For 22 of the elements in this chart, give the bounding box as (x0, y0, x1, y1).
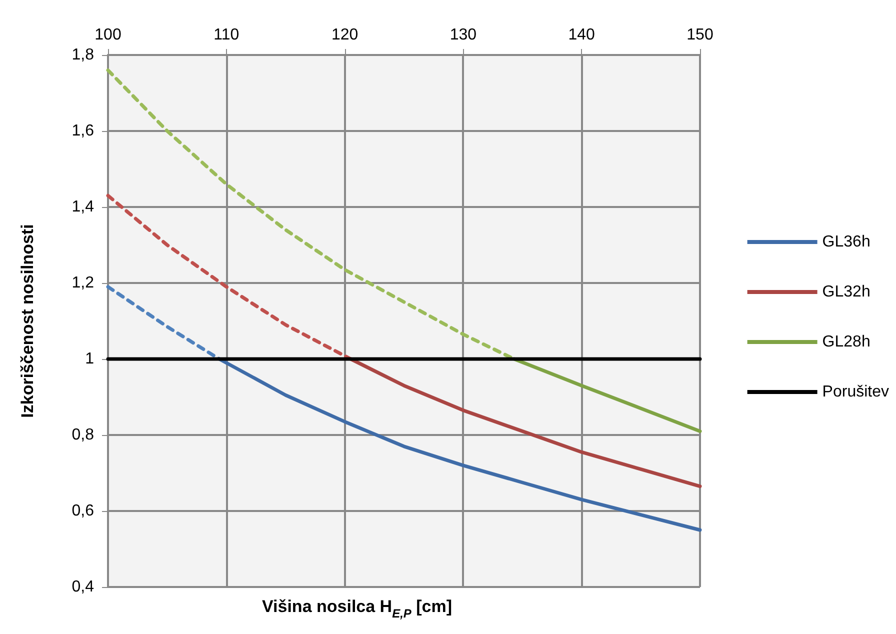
line-series (512, 357, 702, 433)
line-series (218, 357, 702, 532)
x-tick-label: 110 (214, 26, 240, 44)
y-tick-label: 1,8 (72, 46, 94, 64)
y-tick-label: 1 (85, 350, 94, 368)
x-tick-label: 150 (686, 26, 714, 44)
x-tick-label: 120 (331, 26, 358, 44)
y-axis-title: Izkoriščenost nosilnosti (18, 224, 37, 418)
x-tick-label: 100 (94, 26, 122, 44)
y-tick-label: 1,4 (72, 198, 94, 216)
legend-label: GL28h (822, 334, 870, 350)
line-series (348, 357, 702, 488)
legend-label: GL36h (822, 234, 870, 250)
y-tick-label: 0,4 (72, 578, 94, 596)
y-tick-label: 1,2 (72, 274, 94, 292)
x-tick-label: 140 (568, 26, 596, 44)
y-tick-label: 1,6 (72, 122, 94, 140)
y-tick-label: 0,6 (72, 502, 94, 520)
x-tick-label: 130 (450, 26, 477, 44)
legend-label: GL32h (822, 284, 870, 300)
y-tick-label: 0,8 (72, 426, 94, 444)
legend-label: Porušitev (822, 384, 890, 400)
